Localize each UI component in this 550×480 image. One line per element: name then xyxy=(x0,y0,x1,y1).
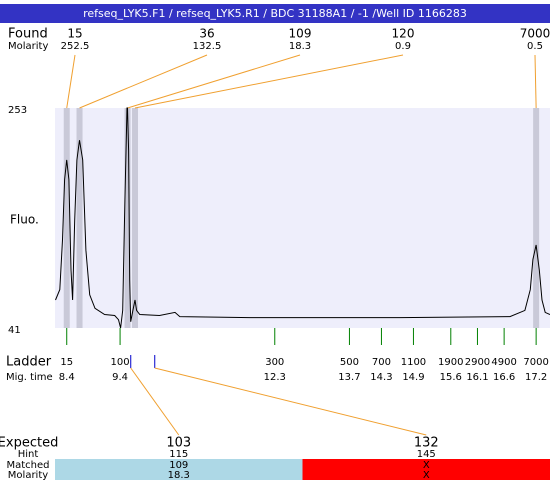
ladder-size: 2900 xyxy=(465,357,490,368)
found-molarity: 252.5 xyxy=(61,41,90,52)
molarity-value: X xyxy=(423,470,430,480)
found-size: 36 xyxy=(199,27,214,41)
ladder-size: 300 xyxy=(265,357,284,368)
ladder-time: 16.1 xyxy=(466,372,488,383)
found-molarity: 0.9 xyxy=(395,41,411,52)
match-cell xyxy=(55,459,303,480)
ladder-size: 700 xyxy=(372,357,391,368)
hint-label: Hint xyxy=(18,449,39,460)
trace xyxy=(55,107,550,329)
found-size: 7000 xyxy=(520,27,550,41)
ladder-time: 14.3 xyxy=(370,372,392,383)
ladder-size: 7000 xyxy=(523,357,548,368)
found-size: 109 xyxy=(289,27,312,41)
ladder-size: 500 xyxy=(340,357,359,368)
matched-value: 109 xyxy=(169,460,188,471)
y-axis-label: Fluo. xyxy=(10,213,39,227)
ladder-time: 13.7 xyxy=(338,372,360,383)
peak-band xyxy=(76,108,83,328)
ladder-time: 14.9 xyxy=(402,372,424,383)
ladder-label: Ladder xyxy=(6,355,52,370)
expected-size: 132 xyxy=(414,436,439,451)
found-size: 15 xyxy=(67,27,82,41)
hint-value: 145 xyxy=(417,449,436,460)
y-tick-label: 41 xyxy=(8,325,21,336)
expected-connector xyxy=(130,367,180,436)
ladder-size: 1100 xyxy=(401,357,426,368)
ladder-size: 100 xyxy=(111,357,130,368)
found-connector xyxy=(127,54,301,109)
peak-band xyxy=(124,108,131,328)
mig-time-label: Mig. time xyxy=(6,372,53,383)
found-molarity-label: Molarity xyxy=(8,41,48,52)
peak-band xyxy=(533,108,540,328)
molarity-value: 18.3 xyxy=(168,470,190,480)
ladder-size: 1900 xyxy=(438,357,463,368)
found-connector xyxy=(66,54,76,109)
found-size: 120 xyxy=(392,27,415,41)
ladder-size: 4900 xyxy=(491,357,516,368)
expected-size: 103 xyxy=(166,436,191,451)
ladder-time: 8.4 xyxy=(59,372,75,383)
ladder-time: 12.3 xyxy=(264,372,286,383)
found-connector xyxy=(79,54,208,109)
ladder-time: 15.6 xyxy=(440,372,462,383)
expected-label: Expected xyxy=(0,436,58,451)
found-molarity: 0.5 xyxy=(527,41,543,52)
y-tick-label: 253 xyxy=(8,105,27,116)
matched-label: Matched xyxy=(6,460,49,471)
found-label: Found xyxy=(8,27,48,42)
title: refseq_LYK5.F1 / refseq_LYK5.R1 / BDC 31… xyxy=(83,7,467,20)
ladder-time: 17.2 xyxy=(525,372,547,383)
match-cell xyxy=(302,459,550,480)
ladder-time: 16.6 xyxy=(493,372,515,383)
peak-band xyxy=(132,108,139,328)
title-bar xyxy=(0,4,550,23)
peak-band xyxy=(63,108,70,328)
ladder-size: 15 xyxy=(60,357,73,368)
found-molarity: 132.5 xyxy=(193,41,222,52)
expected-molarity-label: Molarity xyxy=(8,470,48,480)
ladder-time: 9.4 xyxy=(112,372,128,383)
hint-value: 115 xyxy=(169,449,188,460)
found-molarity: 18.3 xyxy=(289,41,311,52)
found-connector xyxy=(534,54,537,109)
matched-value: X xyxy=(423,460,430,471)
found-connector xyxy=(134,54,404,109)
expected-connector xyxy=(154,367,427,436)
